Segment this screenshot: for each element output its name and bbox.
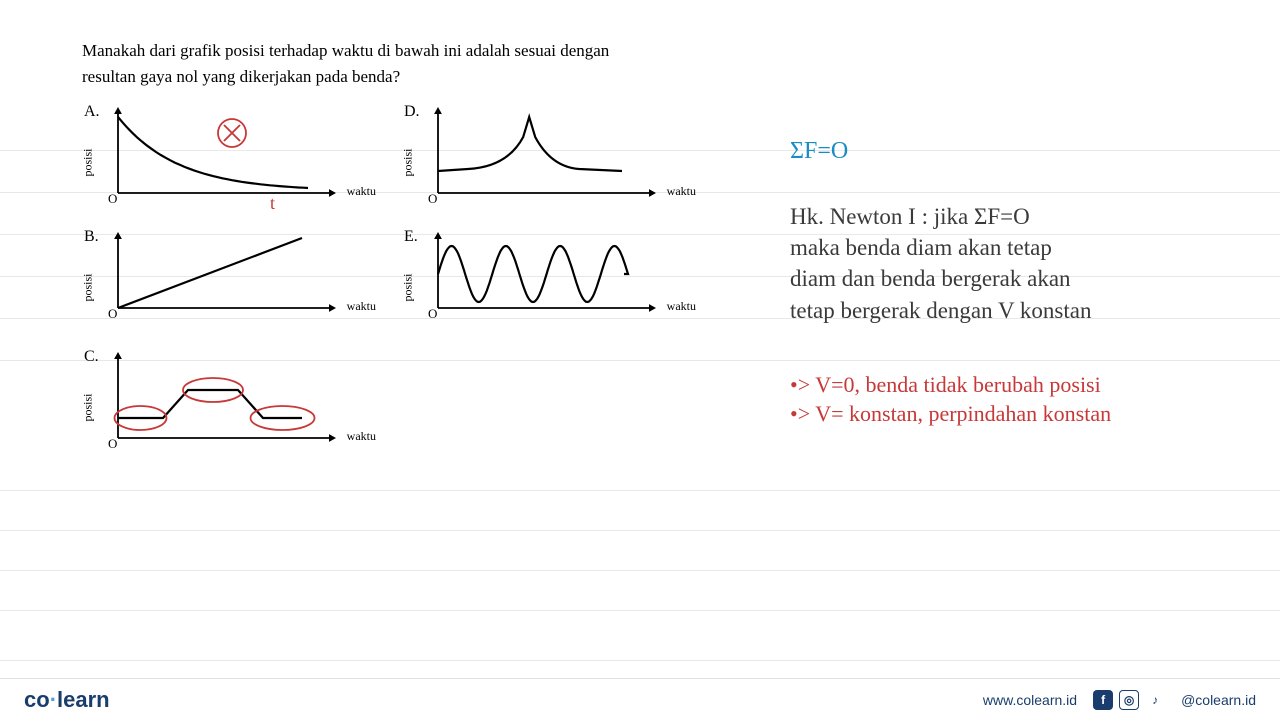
graph-a-label: A. [84, 103, 100, 121]
graph-a-origin: O [108, 191, 117, 207]
footer-right: www.colearn.id f ◎ ♪ @colearn.id [983, 690, 1256, 710]
footer-url[interactable]: www.colearn.id [983, 692, 1077, 708]
graph-d-svg [422, 105, 662, 215]
social-icons: f ◎ ♪ [1093, 690, 1165, 710]
question-line2: resultan gaya nol yang dikerjakan pada b… [82, 67, 400, 86]
graphs-container: A. t posisi waktu O B. posisi waktu O [82, 95, 782, 595]
graph-c-origin: O [108, 436, 117, 452]
graph-c-svg [102, 350, 342, 460]
footer-handle[interactable]: @colearn.id [1181, 692, 1256, 708]
graph-c: C. posisi waktu O [102, 350, 342, 460]
graph-e-origin: O [428, 306, 437, 322]
logo-learn: learn [57, 687, 110, 712]
graph-c-xlabel: waktu [347, 429, 376, 444]
graph-d-xlabel: waktu [667, 184, 696, 199]
graph-c-label: C. [84, 348, 99, 366]
logo: co·learn [24, 687, 110, 713]
note-bullets: •> V=0, benda tidak berubah posisi •> V=… [790, 370, 1260, 429]
graph-d-origin: O [428, 191, 437, 207]
logo-co: co [24, 687, 50, 712]
graph-e-label: E. [404, 228, 418, 246]
graph-a-svg [102, 105, 342, 215]
graph-b-ylabel: posisi [81, 273, 96, 301]
graph-d-ylabel: posisi [401, 148, 416, 176]
logo-dot: · [50, 687, 57, 712]
graph-b-origin: O [108, 306, 117, 322]
tiktok-icon[interactable]: ♪ [1145, 690, 1165, 710]
graph-b-xlabel: waktu [347, 299, 376, 314]
graph-d-label: D. [404, 103, 420, 121]
graph-e: E. posisi waktu O [422, 230, 662, 330]
graph-e-xlabel: waktu [667, 299, 696, 314]
question-text: Manakah dari grafik posisi terhadap wakt… [82, 38, 782, 89]
note-equation: ΣF=O [790, 135, 1260, 167]
graph-b-label: B. [84, 228, 99, 246]
note-newton: Hk. Newton I : jika ΣF=O maka benda diam… [790, 201, 1260, 325]
annot-t: t [270, 193, 275, 214]
graph-d: D. posisi waktu O [422, 105, 662, 215]
graph-a-ylabel: posisi [81, 148, 96, 176]
graph-b-svg [102, 230, 342, 330]
instagram-icon[interactable]: ◎ [1119, 690, 1139, 710]
facebook-icon[interactable]: f [1093, 690, 1113, 710]
graph-b: B. posisi waktu O [102, 230, 342, 330]
graph-e-ylabel: posisi [401, 273, 416, 301]
question-line1: Manakah dari grafik posisi terhadap wakt… [82, 41, 609, 60]
graph-e-svg [422, 230, 662, 330]
graph-a: A. t posisi waktu O [102, 105, 342, 215]
graph-a-xlabel: waktu [347, 184, 376, 199]
handwritten-notes: ΣF=O Hk. Newton I : jika ΣF=O maka benda… [790, 135, 1260, 429]
footer: co·learn www.colearn.id f ◎ ♪ @colearn.i… [0, 678, 1280, 720]
graph-c-ylabel: posisi [81, 393, 96, 421]
